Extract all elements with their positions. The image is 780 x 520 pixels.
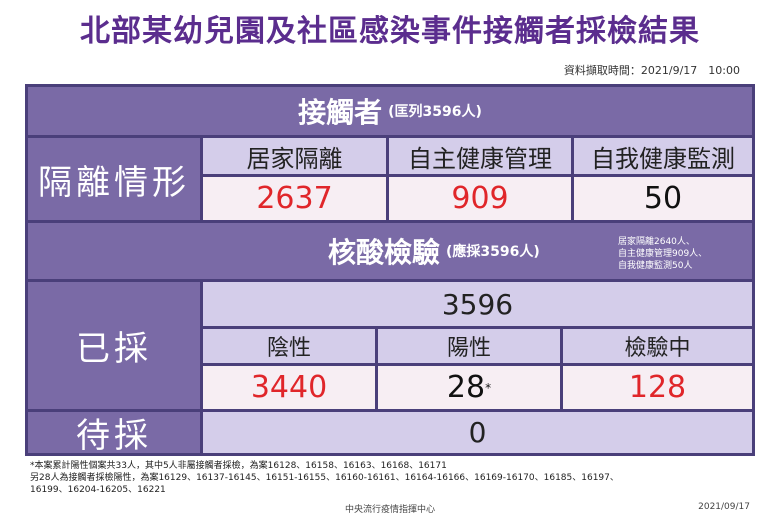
- testing-in-progress-value: 128: [563, 366, 752, 409]
- footnote-line: 另28人為接觸者採檢陽性，為案16129、16137-16145、16151-1…: [30, 473, 619, 483]
- footnote-line: *本案累計陽性個案共33人，其中5人非屬接觸者採檢，為案16128、16158、…: [30, 461, 447, 471]
- note-line: 自我健康監測50人: [618, 261, 693, 271]
- testing-header-title: 核酸檢驗: [328, 236, 441, 269]
- contacts-header: 接觸者 (匡列3596人): [28, 87, 752, 135]
- contacts-header-sub: (匡列3596人): [388, 104, 482, 120]
- data-timestamp: 資料擷取時間：2021/9/17 10:00: [563, 64, 740, 77]
- self-management-label: 自主健康管理: [389, 138, 571, 174]
- note-line: 居家隔離2640人、: [618, 237, 695, 247]
- positive-value: 28 *: [378, 366, 560, 409]
- page-title: 北部某幼兒園及社區感染事件接觸者採檢結果: [80, 14, 700, 49]
- pending-label: 待採: [28, 412, 200, 456]
- collected-total: 3596: [203, 282, 752, 326]
- footnote-line: 16199、16204-16205、16221: [30, 485, 166, 495]
- negative-label: 陰性: [203, 329, 375, 363]
- testing-in-progress-label: 檢驗中: [563, 329, 752, 363]
- testing-header-sub: (應採3596人): [446, 244, 540, 260]
- self-management-value: 909: [389, 177, 571, 220]
- publish-date: 2021/09/17: [698, 502, 750, 512]
- positive-count: 28: [446, 370, 486, 405]
- collected-label: 已採: [28, 282, 200, 409]
- home-isolation-value: 2637: [203, 177, 386, 220]
- footnote: *本案累計陽性個案共33人，其中5人非屬接觸者採檢，為案16128、16158、…: [30, 460, 760, 496]
- source-label: 中央流行疫情指揮中心: [345, 505, 436, 515]
- results-board: 接觸者 (匡列3596人) 隔離情形 居家隔離 自主健康管理 自我健康監測 26…: [25, 84, 755, 456]
- self-monitoring-value: 50: [574, 177, 752, 220]
- pending-value: 0: [203, 412, 752, 453]
- positive-footnote-mark: *: [485, 380, 492, 395]
- self-monitoring-label: 自我健康監測: [574, 138, 752, 174]
- positive-label: 陽性: [378, 329, 560, 363]
- testing-note: 居家隔離2640人、 自主健康管理909人、 自我健康監測50人: [618, 236, 728, 272]
- negative-value: 3440: [203, 366, 375, 409]
- note-line: 自主健康管理909人、: [618, 249, 708, 259]
- isolation-label: 隔離情形: [28, 138, 200, 220]
- home-isolation-label: 居家隔離: [203, 138, 386, 174]
- contacts-header-title: 接觸者: [298, 96, 383, 129]
- testing-header: 核酸檢驗 (應採3596人): [28, 223, 752, 279]
